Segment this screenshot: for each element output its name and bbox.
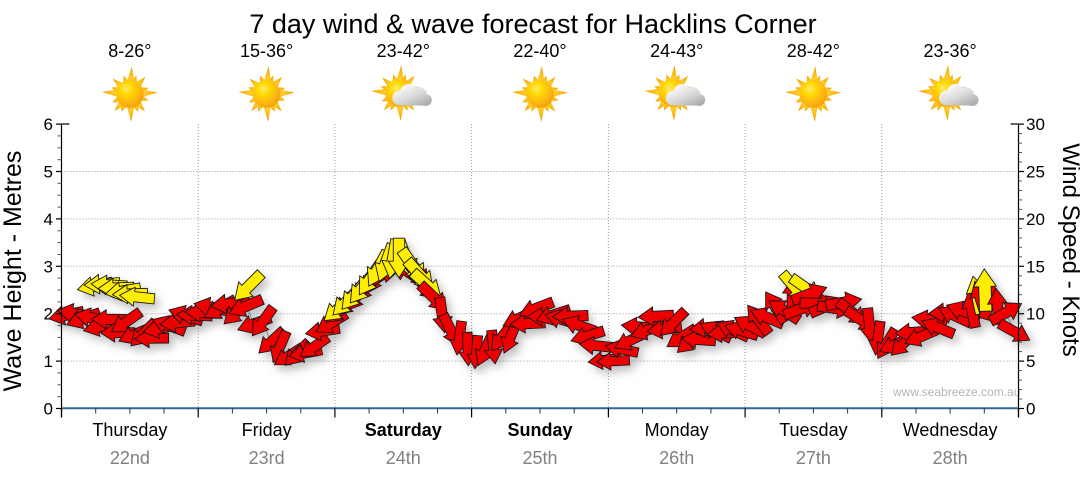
svg-text:8-26°: 8-26° [108, 41, 151, 61]
svg-text:5: 5 [1026, 352, 1035, 371]
svg-text:3: 3 [44, 257, 53, 276]
svg-text:Friday: Friday [242, 420, 292, 440]
svg-text:26th: 26th [659, 448, 694, 468]
svg-text:www.seabreeze.com.au: www.seabreeze.com.au [892, 385, 1020, 399]
svg-text:28-42°: 28-42° [787, 41, 840, 61]
svg-text:Wind Speed - Knots: Wind Speed - Knots [1057, 143, 1080, 356]
svg-text:23-42°: 23-42° [377, 41, 430, 61]
svg-text:28th: 28th [933, 448, 968, 468]
svg-text:4: 4 [44, 210, 53, 229]
svg-text:0: 0 [44, 400, 53, 419]
svg-text:10: 10 [1026, 305, 1045, 324]
svg-text:15-36°: 15-36° [240, 41, 293, 61]
svg-text:25th: 25th [522, 448, 557, 468]
svg-text:7 day wind & wave forecast for: 7 day wind & wave forecast for Hacklins … [249, 9, 816, 39]
svg-text:Tuesday: Tuesday [779, 420, 847, 440]
svg-text:23rd: 23rd [249, 448, 285, 468]
svg-text:0: 0 [1026, 400, 1035, 419]
svg-text:20: 20 [1026, 210, 1045, 229]
svg-text:27th: 27th [796, 448, 831, 468]
svg-text:5: 5 [44, 163, 53, 182]
svg-text:Saturday: Saturday [365, 420, 442, 440]
svg-text:23-36°: 23-36° [923, 41, 976, 61]
svg-text:1: 1 [44, 352, 53, 371]
svg-text:24th: 24th [386, 448, 421, 468]
svg-text:22nd: 22nd [110, 448, 150, 468]
svg-text:Wave Height - Metres: Wave Height - Metres [0, 151, 27, 392]
svg-text:Wednesday: Wednesday [903, 420, 998, 440]
svg-text:25: 25 [1026, 163, 1045, 182]
svg-text:24-43°: 24-43° [650, 41, 703, 61]
svg-text:Monday: Monday [645, 420, 709, 440]
svg-text:30: 30 [1026, 115, 1045, 134]
svg-text:22-40°: 22-40° [513, 41, 566, 61]
svg-text:6: 6 [44, 115, 53, 134]
svg-text:15: 15 [1026, 257, 1045, 276]
svg-text:2: 2 [44, 305, 53, 324]
svg-text:Sunday: Sunday [507, 420, 572, 440]
svg-text:Thursday: Thursday [92, 420, 167, 440]
